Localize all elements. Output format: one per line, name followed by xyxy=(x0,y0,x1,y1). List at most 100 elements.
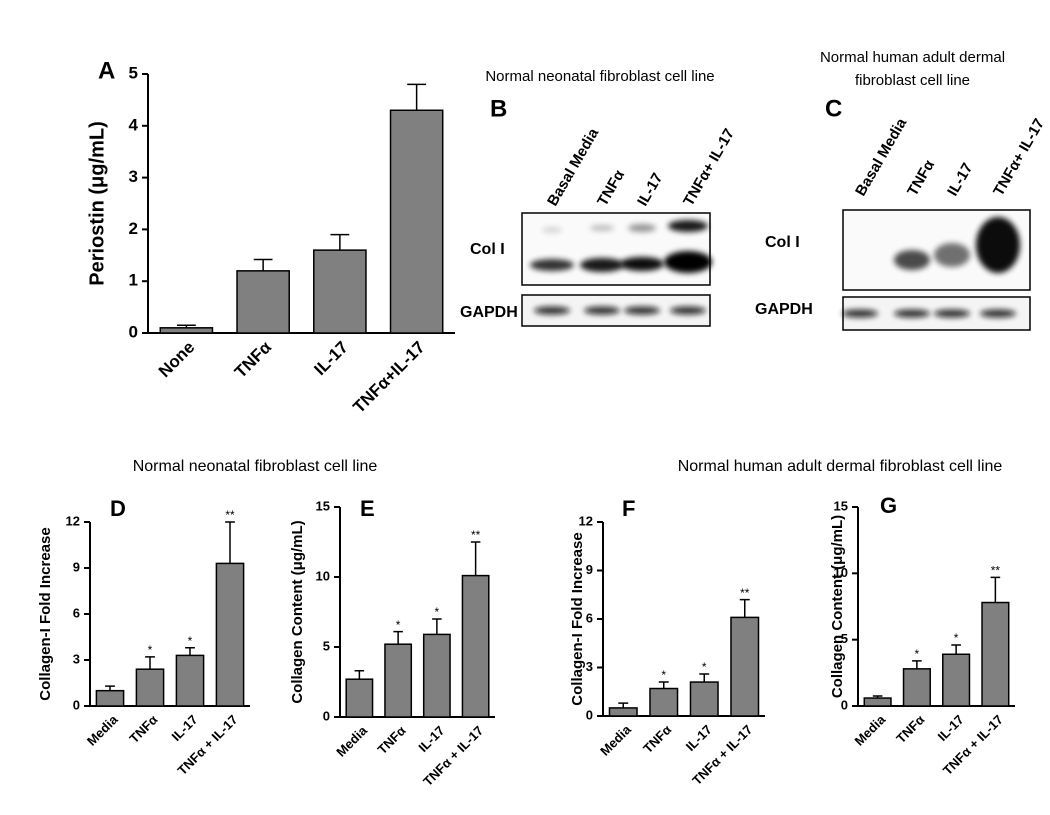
bar xyxy=(942,653,971,707)
y-tick-label: 15 xyxy=(316,498,330,513)
lane-label: TNFα+ IL-17 xyxy=(990,116,1048,199)
panel-letter: B xyxy=(490,95,507,122)
band xyxy=(934,243,970,267)
significance-label: ** xyxy=(740,586,750,600)
lane-label: TNFα xyxy=(594,167,628,209)
y-tick-label: 1 xyxy=(129,271,138,290)
bar xyxy=(95,689,125,707)
y-tick-label: 5 xyxy=(841,631,848,646)
panel-letter: C xyxy=(825,95,842,122)
error-bar xyxy=(330,233,350,251)
x-tick-label: None xyxy=(155,338,198,381)
x-tick-label: Media xyxy=(597,721,634,758)
x-tick-label: IL-17 xyxy=(683,722,715,754)
lane-label: Basal Media xyxy=(544,125,602,209)
error-bar xyxy=(990,576,1001,603)
error-bar xyxy=(185,646,195,656)
bar xyxy=(689,681,719,717)
bar xyxy=(159,327,214,334)
error-bar xyxy=(951,644,961,655)
x-tick-label: TNFα xyxy=(893,712,927,746)
y-tick-label: 10 xyxy=(834,565,848,580)
bar xyxy=(175,654,205,707)
lane-label: Basal Media xyxy=(852,115,910,199)
y-tick-label: 2 xyxy=(129,219,138,238)
x-tick-label: TNFα xyxy=(231,337,276,382)
band xyxy=(590,225,614,231)
bar xyxy=(981,601,1010,707)
error-bar xyxy=(470,541,481,576)
significance-label: * xyxy=(148,643,153,657)
blot-title: Normal human adult dermal fibroblast cel… xyxy=(819,49,1006,89)
error-bar xyxy=(912,660,922,669)
band xyxy=(542,227,562,233)
error-bar xyxy=(658,681,669,689)
x-tick-label: TNFα xyxy=(375,723,409,757)
bar xyxy=(384,643,413,718)
band xyxy=(980,309,1016,318)
band xyxy=(584,306,620,315)
y-tick-label: 12 xyxy=(66,513,80,528)
panel-letter: F xyxy=(622,496,635,521)
lane-label: IL-17 xyxy=(944,160,976,199)
x-tick-label: TNFα xyxy=(640,722,674,756)
y-axis-label: Collagen-I Fold Increase xyxy=(37,527,54,700)
bar xyxy=(236,270,290,334)
y-tick-label: 3 xyxy=(73,651,80,666)
band xyxy=(976,217,1020,273)
error-bar xyxy=(145,656,155,670)
band xyxy=(670,306,706,315)
error-bar xyxy=(618,702,629,708)
bar xyxy=(649,687,679,717)
row-label: Col I xyxy=(470,241,505,258)
panel-letter: D xyxy=(110,496,126,521)
bar xyxy=(730,616,760,717)
band xyxy=(894,309,930,318)
x-tick-label: TNFα+IL-17 xyxy=(349,338,428,417)
error-bar xyxy=(432,618,442,635)
bar xyxy=(902,668,931,707)
band xyxy=(628,224,656,232)
significance-label: ** xyxy=(225,508,235,522)
y-tick-label: 3 xyxy=(586,659,593,674)
bar xyxy=(608,707,638,717)
significance-label: ** xyxy=(471,528,481,542)
x-tick-label: IL-17 xyxy=(935,712,967,744)
row-label: GAPDH xyxy=(755,301,813,318)
band xyxy=(624,306,660,315)
y-tick-label: 6 xyxy=(586,610,593,625)
significance-label: * xyxy=(188,634,193,648)
y-axis-label: Collagen Content (μg/mL) xyxy=(289,520,306,703)
x-tick-label: IL-17 xyxy=(310,338,351,379)
significance-label: * xyxy=(435,605,440,619)
y-tick-label: 15 xyxy=(834,498,848,513)
error-bar xyxy=(407,83,427,111)
y-tick-label: 10 xyxy=(316,568,330,583)
y-tick-label: 0 xyxy=(586,707,593,722)
y-tick-label: 3 xyxy=(129,167,138,186)
band xyxy=(842,309,878,318)
y-tick-label: 9 xyxy=(73,559,80,574)
y-axis-label: Periostin (μg/mL) xyxy=(86,121,108,285)
subtitle: Normal human adult dermal fibroblast cel… xyxy=(678,458,1003,475)
band xyxy=(534,306,570,315)
significance-label: * xyxy=(396,618,401,632)
row-label: Col I xyxy=(765,234,800,251)
blot-title: Normal neonatal fibroblast cell line xyxy=(485,68,714,85)
y-tick-label: 0 xyxy=(73,697,80,712)
bar xyxy=(389,109,444,334)
band xyxy=(894,250,930,270)
error-bar xyxy=(739,598,750,618)
band xyxy=(620,257,664,271)
x-tick-label: Media xyxy=(852,711,889,748)
band xyxy=(530,259,574,271)
y-tick-label: 5 xyxy=(323,638,330,653)
significance-label: * xyxy=(915,647,920,661)
lane-label: TNFα xyxy=(904,157,938,199)
error-bar xyxy=(225,521,235,564)
y-tick-label: 0 xyxy=(841,697,848,712)
y-tick-label: 12 xyxy=(579,513,593,528)
x-tick-label: Media xyxy=(333,722,370,759)
significance-label: * xyxy=(702,660,707,674)
